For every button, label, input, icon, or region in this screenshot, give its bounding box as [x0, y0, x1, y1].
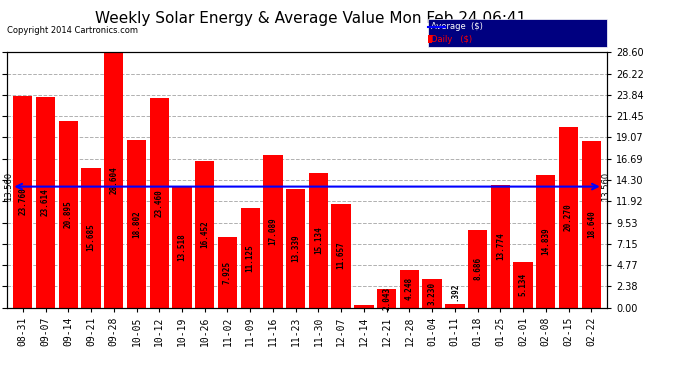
Text: 2.043: 2.043: [382, 287, 391, 310]
Bar: [513, 262, 533, 308]
Bar: [13, 96, 32, 308]
Text: Daily   ($): Daily ($): [431, 34, 473, 44]
Text: 20.895: 20.895: [63, 201, 72, 228]
Text: 3.230: 3.230: [428, 282, 437, 304]
Bar: [559, 127, 578, 308]
Text: 5.134: 5.134: [519, 273, 528, 296]
Text: 11.125: 11.125: [246, 244, 255, 272]
Text: 23.460: 23.460: [155, 189, 164, 217]
Bar: [308, 172, 328, 308]
Text: 23.614: 23.614: [41, 188, 50, 216]
Bar: [331, 204, 351, 308]
Text: 18.802: 18.802: [132, 210, 141, 237]
Text: 16.452: 16.452: [200, 220, 209, 248]
Text: .392: .392: [451, 283, 460, 302]
Bar: [422, 279, 442, 308]
Bar: [264, 155, 283, 308]
Text: 23.760: 23.760: [19, 188, 28, 216]
Text: 17.089: 17.089: [268, 217, 277, 245]
Bar: [59, 121, 78, 308]
Text: 15.685: 15.685: [86, 224, 95, 252]
Bar: [445, 304, 464, 307]
Bar: [241, 208, 260, 308]
Bar: [582, 141, 601, 308]
Bar: [468, 230, 487, 308]
Bar: [536, 175, 555, 308]
Text: 7.925: 7.925: [223, 261, 232, 284]
Bar: [127, 140, 146, 308]
Text: Average  ($): Average ($): [431, 22, 483, 31]
Text: 13.518: 13.518: [177, 233, 186, 261]
Bar: [354, 305, 373, 308]
Text: Weekly Solar Energy & Average Value Mon Feb 24 06:41: Weekly Solar Energy & Average Value Mon …: [95, 11, 526, 26]
Bar: [286, 189, 306, 308]
Bar: [104, 53, 124, 308]
Text: 13.560: 13.560: [601, 172, 610, 201]
Bar: [150, 98, 169, 308]
Text: 13.339: 13.339: [291, 234, 300, 262]
Bar: [172, 187, 192, 308]
Text: 28.604: 28.604: [109, 166, 118, 194]
Bar: [195, 161, 215, 308]
Text: 18.640: 18.640: [586, 210, 595, 238]
Text: 20.270: 20.270: [564, 203, 573, 231]
Text: 13.774: 13.774: [496, 232, 505, 260]
Bar: [377, 289, 396, 308]
Bar: [36, 97, 55, 308]
Bar: [400, 270, 419, 308]
Text: 13.560: 13.560: [4, 172, 13, 201]
Text: 4.248: 4.248: [405, 277, 414, 300]
Text: 15.134: 15.134: [314, 226, 323, 254]
Text: Copyright 2014 Cartronics.com: Copyright 2014 Cartronics.com: [7, 26, 138, 35]
Text: 11.657: 11.657: [337, 242, 346, 269]
Text: 14.839: 14.839: [542, 228, 551, 255]
Bar: [491, 185, 510, 308]
Text: 8.686: 8.686: [473, 257, 482, 280]
Bar: [81, 168, 101, 308]
Bar: [218, 237, 237, 308]
